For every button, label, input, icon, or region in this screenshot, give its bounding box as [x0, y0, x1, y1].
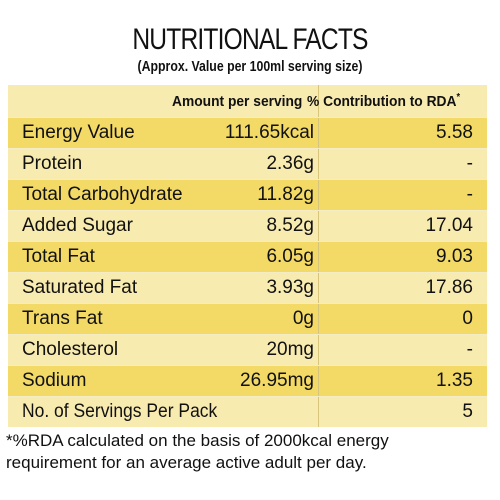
nutrient-rda: 5.58 — [318, 118, 487, 148]
table-row: Total Fat 6.05g 9.03 — [8, 242, 487, 273]
nutrient-amount: 6.05g — [266, 246, 314, 267]
nutrient-amount: 11.82g — [257, 184, 314, 205]
table-row: Saturated Fat 3.93g 17.86 — [8, 273, 487, 304]
nutrient-rda: - — [318, 180, 487, 210]
nutrient-name: Cholesterol — [22, 339, 119, 360]
header-rda: % Contribution to RDA* — [307, 85, 487, 117]
nutrient-name: Saturated Fat — [22, 277, 138, 298]
nutrient-rda: 17.86 — [318, 273, 487, 303]
table-row: Protein 2.36g - — [8, 149, 487, 180]
nutrient-name: Total Carbohydrate — [22, 184, 183, 205]
header-amount: Amount per serving — [172, 92, 303, 110]
table-row: No. of Servings Per Pack 5 — [8, 397, 487, 427]
nutrient-name: Total Fat — [22, 246, 95, 267]
nutrient-rda: 0 — [318, 304, 487, 334]
nutrient-amount: 26.95mg — [240, 370, 314, 391]
table-row: Cholesterol 20mg - — [8, 335, 487, 366]
nutrient-amount: 3.93g — [266, 277, 314, 298]
nutrient-name: Energy Value — [22, 122, 135, 143]
table-row: Sodium 26.95mg 1.35 — [8, 366, 487, 397]
footnote-line: requirement for an average active adult … — [6, 453, 367, 472]
nutrient-amount: 111.65kcal — [224, 122, 314, 143]
nutrient-amount: 8.52g — [266, 215, 314, 236]
nutrient-name: Trans Fat — [22, 308, 103, 329]
rda-footnote: *%RDA calculated on the basis of 2000kca… — [6, 430, 496, 474]
nutrient-rda: 17.04 — [318, 211, 487, 241]
nutrient-amount: 2.36g — [266, 153, 314, 174]
nutrient-rda: 9.03 — [318, 242, 487, 272]
nutrient-name: Protein — [22, 153, 83, 174]
table-row: Total Carbohydrate 11.82g - — [8, 180, 487, 211]
nutrient-name: Sodium — [22, 370, 87, 391]
nutrient-name: Added Sugar — [22, 215, 133, 236]
footnote-line: *%RDA calculated on the basis of 2000kca… — [6, 431, 389, 450]
table-row: Trans Fat 0g 0 — [8, 304, 487, 335]
nutrient-rda: 1.35 — [318, 366, 487, 396]
page-title: NUTRITIONAL FACTS — [132, 23, 368, 56]
nutrition-table: Amount per serving % Contribution to RDA… — [8, 85, 487, 427]
table-row: Added Sugar 8.52g 17.04 — [8, 211, 487, 242]
header-empty-cell — [8, 85, 188, 117]
table-row: Energy Value 111.65kcal 5.58 — [8, 118, 487, 149]
nutrient-amount: 0g — [292, 308, 314, 329]
nutrient-rda: - — [318, 335, 487, 365]
table-header-row: Amount per serving % Contribution to RDA… — [8, 85, 487, 118]
nutrient-rda: - — [318, 149, 487, 179]
rda-asterisk: * — [456, 92, 460, 103]
nutrient-name: No. of Servings Per Pack — [22, 401, 218, 422]
page-subtitle: (Approx. Value per 100ml serving size) — [137, 58, 363, 75]
nutrient-rda: 5 — [318, 397, 487, 427]
nutrient-amount: 20mg — [266, 339, 314, 360]
